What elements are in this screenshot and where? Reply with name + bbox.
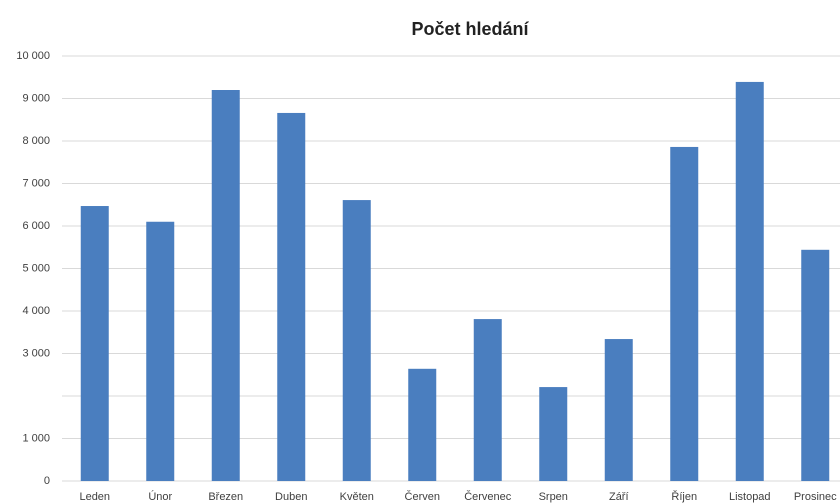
x-tick-label: Listopad (729, 491, 771, 503)
y-tick-label: 3 000 (22, 347, 50, 359)
x-tick-label: Červenec (464, 490, 512, 503)
x-tick-label: Březen (208, 491, 243, 503)
bar (342, 200, 371, 481)
bar (146, 221, 175, 481)
bar (801, 249, 830, 481)
bar (408, 368, 437, 481)
x-tick-label: Srpen (539, 491, 568, 503)
bar (670, 146, 699, 481)
chart-title: Počet hledání (411, 19, 529, 39)
x-tick-label: Říjen (671, 490, 697, 503)
y-tick-label: 8 000 (22, 135, 50, 147)
y-tick-label: 7 000 (22, 177, 50, 189)
y-tick-label: 10 000 (16, 50, 50, 62)
x-tick-label: Září (609, 491, 629, 503)
x-tick-label: Prosinec (794, 491, 837, 503)
y-tick-label: 0 (44, 475, 50, 487)
y-tick-label: 1 000 (22, 432, 50, 444)
bar (473, 319, 502, 481)
bar (211, 90, 240, 481)
x-tick-label: Duben (275, 491, 307, 503)
y-tick-label: 4 000 (22, 305, 50, 317)
y-tick-label: 6 000 (22, 220, 50, 232)
y-tick-label: 9 000 (22, 92, 50, 104)
x-tick-label: Únor (148, 490, 172, 503)
bar (604, 339, 633, 481)
x-tick-label: Červen (405, 490, 440, 503)
bar (735, 81, 764, 482)
bar (80, 206, 109, 481)
bar (539, 387, 568, 481)
y-tick-label: 5 000 (22, 262, 50, 274)
x-tick-label: Leden (79, 491, 110, 503)
x-tick-label: Květen (340, 491, 374, 503)
bar (277, 112, 306, 481)
